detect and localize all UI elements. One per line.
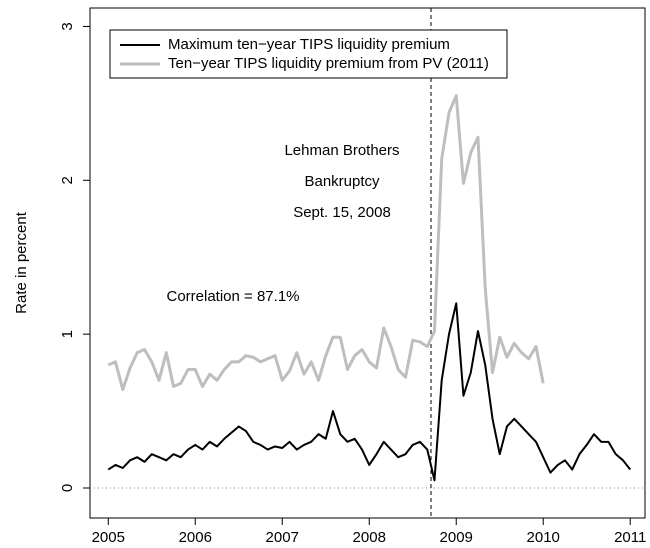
x-tick-label: 2007 xyxy=(266,529,299,546)
x-tick-label: 2008 xyxy=(353,529,386,546)
x-tick-label: 2011 xyxy=(614,529,646,546)
legend xyxy=(109,29,508,79)
y-axis-title: Rate in percent xyxy=(13,211,30,314)
plot-frame xyxy=(89,7,646,519)
annotation: Sept. 15, 2008 xyxy=(293,204,391,221)
y-tick-label: 1 xyxy=(59,330,76,338)
x-tick-label: 2010 xyxy=(527,529,560,546)
series-line xyxy=(107,302,631,482)
y-tick-label: 2 xyxy=(59,176,76,184)
legend-label: Maximum ten−year TIPS liquidity premium xyxy=(168,36,450,53)
annotation: Correlation = 87.1% xyxy=(167,288,300,305)
x-tick-label: 2005 xyxy=(92,529,125,546)
x-tick-label: 2009 xyxy=(440,529,473,546)
series-line xyxy=(107,94,545,392)
annotation: Lehman Brothers xyxy=(284,142,399,159)
legend-label: Ten−year TIPS liquidity premium from PV … xyxy=(168,55,489,72)
x-tick-label: 2006 xyxy=(179,529,212,546)
y-tick-label: 0 xyxy=(59,484,76,492)
y-tick-label: 3 xyxy=(59,22,76,30)
annotation: Bankruptcy xyxy=(304,173,380,190)
